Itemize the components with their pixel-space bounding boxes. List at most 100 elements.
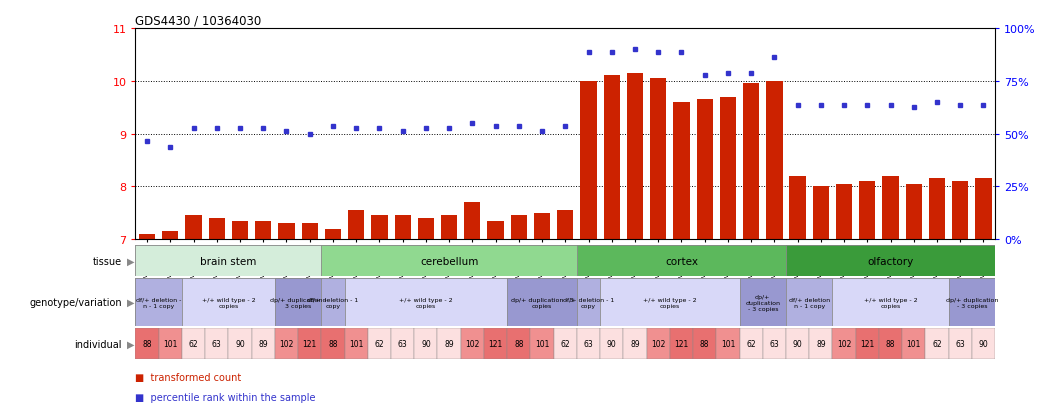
Bar: [345, 328, 368, 359]
Text: 63: 63: [212, 339, 222, 348]
Bar: [833, 328, 855, 359]
Text: individual: individual: [74, 339, 122, 349]
Text: 90: 90: [978, 339, 989, 348]
Bar: [135, 279, 182, 326]
Text: 88: 88: [143, 339, 152, 348]
Text: ▶: ▶: [127, 339, 134, 349]
Bar: [696, 100, 713, 240]
Bar: [786, 279, 833, 326]
Text: dp/+ duplication -
3 copies: dp/+ duplication - 3 copies: [270, 297, 326, 308]
Text: ▶: ▶: [127, 297, 134, 308]
Bar: [670, 328, 693, 359]
Bar: [301, 224, 318, 240]
Bar: [391, 328, 415, 359]
Text: 88: 88: [328, 339, 338, 348]
Bar: [693, 328, 716, 359]
Bar: [600, 279, 740, 326]
Bar: [182, 279, 275, 326]
Text: dp/+ duplication
- 3 copies: dp/+ duplication - 3 copies: [946, 297, 998, 308]
Bar: [158, 328, 182, 359]
Text: GDS4430 / 10364030: GDS4430 / 10364030: [135, 15, 262, 28]
Text: 89: 89: [630, 339, 640, 348]
Text: 102: 102: [279, 339, 294, 348]
Text: df/+ deletion - 1
copy: df/+ deletion - 1 copy: [563, 297, 614, 308]
Text: brain stem: brain stem: [200, 256, 256, 266]
Bar: [298, 328, 321, 359]
Bar: [557, 211, 573, 240]
Bar: [786, 246, 995, 277]
Text: 63: 63: [769, 339, 779, 348]
Text: dp/+
duplication
- 3 copies: dp/+ duplication - 3 copies: [745, 294, 780, 311]
Text: df/+ deletion
n - 1 copy: df/+ deletion n - 1 copy: [789, 297, 829, 308]
Text: 62: 62: [189, 339, 198, 348]
Text: 101: 101: [164, 339, 177, 348]
Bar: [530, 328, 553, 359]
Text: +/+ wild type - 2
copies: +/+ wild type - 2 copies: [399, 297, 452, 308]
Bar: [139, 234, 155, 240]
Text: 62: 62: [746, 339, 755, 348]
Bar: [647, 328, 670, 359]
Bar: [321, 328, 345, 359]
Bar: [163, 232, 178, 240]
Text: 62: 62: [933, 339, 942, 348]
Bar: [483, 328, 507, 359]
Bar: [928, 179, 945, 240]
Text: olfactory: olfactory: [867, 256, 914, 266]
Bar: [348, 211, 365, 240]
Bar: [948, 279, 995, 326]
Text: 121: 121: [674, 339, 689, 348]
Bar: [325, 229, 341, 240]
Text: 63: 63: [956, 339, 965, 348]
Text: 90: 90: [793, 339, 802, 348]
Text: +/+ wild type - 2
copies: +/+ wild type - 2 copies: [864, 297, 917, 308]
Bar: [228, 328, 251, 359]
Bar: [135, 328, 158, 359]
Bar: [418, 218, 435, 240]
Bar: [185, 216, 202, 240]
Bar: [740, 279, 786, 326]
Bar: [255, 221, 271, 240]
Bar: [623, 328, 647, 359]
Bar: [507, 279, 577, 326]
Bar: [275, 279, 321, 326]
Bar: [879, 328, 902, 359]
Text: cerebellum: cerebellum: [420, 256, 478, 266]
Text: 101: 101: [535, 339, 549, 348]
Bar: [511, 216, 527, 240]
Bar: [763, 328, 786, 359]
Bar: [368, 328, 391, 359]
Bar: [488, 221, 503, 240]
Bar: [321, 279, 345, 326]
Text: dp/+ duplication - 3
copies: dp/+ duplication - 3 copies: [511, 297, 573, 308]
Text: 90: 90: [235, 339, 245, 348]
Text: +/+ wild type - 2
copies: +/+ wild type - 2 copies: [643, 297, 697, 308]
Bar: [441, 216, 457, 240]
Text: ▶: ▶: [127, 256, 134, 266]
Text: 102: 102: [837, 339, 851, 348]
Bar: [415, 328, 438, 359]
Bar: [902, 328, 925, 359]
Bar: [716, 328, 740, 359]
Text: 89: 89: [258, 339, 268, 348]
Bar: [790, 176, 805, 240]
Bar: [855, 328, 879, 359]
Bar: [810, 328, 833, 359]
Bar: [182, 328, 205, 359]
Bar: [278, 224, 295, 240]
Text: 88: 88: [700, 339, 710, 348]
Bar: [883, 176, 898, 240]
Bar: [577, 246, 786, 277]
Text: 102: 102: [465, 339, 479, 348]
Text: genotype/variation: genotype/variation: [29, 297, 122, 308]
Text: cortex: cortex: [665, 256, 698, 266]
Bar: [972, 328, 995, 359]
Text: 121: 121: [861, 339, 874, 348]
Bar: [580, 82, 597, 240]
Text: 88: 88: [886, 339, 895, 348]
Bar: [627, 74, 643, 240]
Bar: [786, 328, 810, 359]
Text: tissue: tissue: [93, 256, 122, 266]
Text: 121: 121: [489, 339, 502, 348]
Bar: [507, 328, 530, 359]
Bar: [553, 328, 577, 359]
